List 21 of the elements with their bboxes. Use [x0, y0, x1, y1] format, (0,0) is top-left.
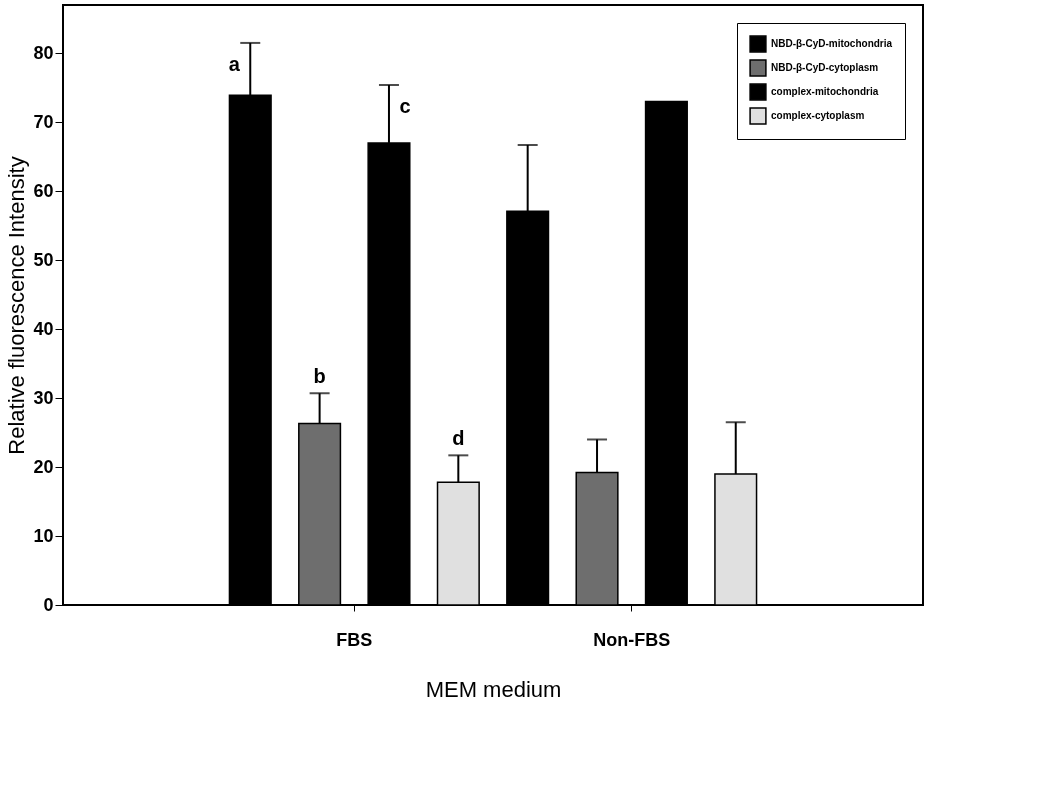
y-tick-label: 0 — [43, 594, 54, 615]
y-tick-label: 50 — [33, 249, 54, 270]
y-tick-label: 60 — [33, 180, 54, 201]
x-tick-label: Non-FBS — [593, 629, 671, 650]
x-tick-label: FBS — [336, 629, 373, 650]
legend-label: complex-mitochondria — [771, 86, 879, 97]
annotation: d — [452, 427, 465, 450]
legend-label: NBD-β-CyD-cytoplasm — [771, 62, 879, 73]
y-tick-label: 20 — [33, 456, 54, 477]
annotation: c — [399, 95, 411, 117]
annotation: b — [313, 365, 326, 388]
legend-label: complex-cytoplasm — [771, 110, 865, 121]
y-tick-label: 10 — [33, 525, 54, 546]
x-axis-title: MEM medium — [425, 676, 562, 702]
legend-label: NBD-β-CyD-mitochondria — [771, 38, 893, 49]
y-axis-title: Relative fluorescence Intensity — [4, 156, 30, 455]
y-tick-label: 70 — [33, 111, 54, 132]
y-tick-label: 40 — [33, 318, 54, 339]
y-tick-label: 80 — [33, 42, 54, 63]
annotation: a — [228, 52, 241, 75]
y-tick-label: 30 — [33, 387, 54, 408]
